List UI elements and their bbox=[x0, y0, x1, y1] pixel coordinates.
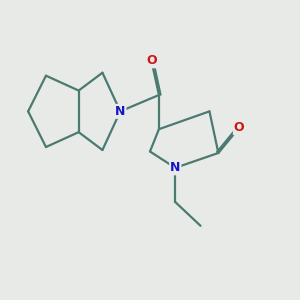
Text: O: O bbox=[234, 121, 244, 134]
Text: O: O bbox=[146, 54, 157, 67]
Text: N: N bbox=[170, 161, 181, 174]
Text: N: N bbox=[115, 105, 125, 118]
